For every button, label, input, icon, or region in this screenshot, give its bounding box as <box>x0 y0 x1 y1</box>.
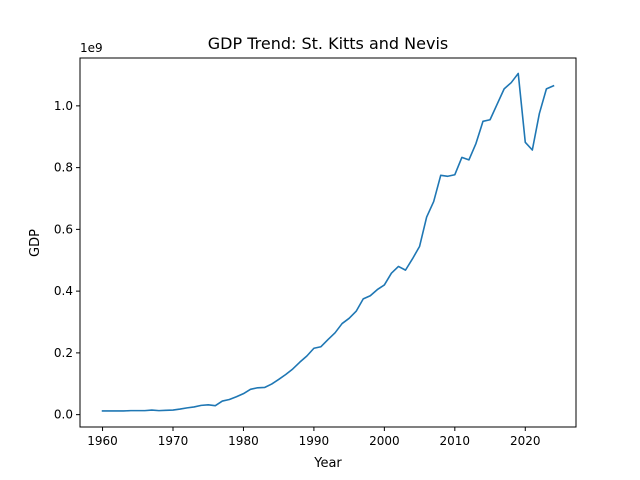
y-tick-label: 1.0 <box>54 99 73 113</box>
chart-title: GDP Trend: St. Kitts and Nevis <box>208 34 448 53</box>
y-tick-label: 0.8 <box>54 161 73 175</box>
y-scale-offset-label: 1e9 <box>80 41 103 55</box>
x-tick-label: 1960 <box>87 434 118 448</box>
y-tick-label: 0.6 <box>54 222 73 236</box>
x-tick-label: 2000 <box>369 434 400 448</box>
x-tick-label: 2010 <box>440 434 471 448</box>
y-axis-label: GDP <box>28 229 43 257</box>
plot-frame <box>79 57 577 428</box>
plot-area <box>101 72 555 412</box>
x-tick-label: 2020 <box>510 434 541 448</box>
x-axis-label: Year <box>313 456 342 471</box>
y-tick-label: 0.4 <box>54 284 73 298</box>
gdp-series-line <box>101 72 555 412</box>
x-tick-label: 1990 <box>299 434 330 448</box>
y-tick-label: 0.0 <box>54 408 73 422</box>
x-tick-label: 1980 <box>228 434 259 448</box>
x-axis-ticks: 1960 1970 1980 1990 2000 2010 2020 <box>87 427 541 448</box>
y-axis-ticks: 0.0 0.2 0.4 0.6 0.8 1.0 <box>54 99 80 422</box>
y-tick-label: 0.2 <box>54 346 73 360</box>
x-tick-label: 1970 <box>158 434 189 448</box>
